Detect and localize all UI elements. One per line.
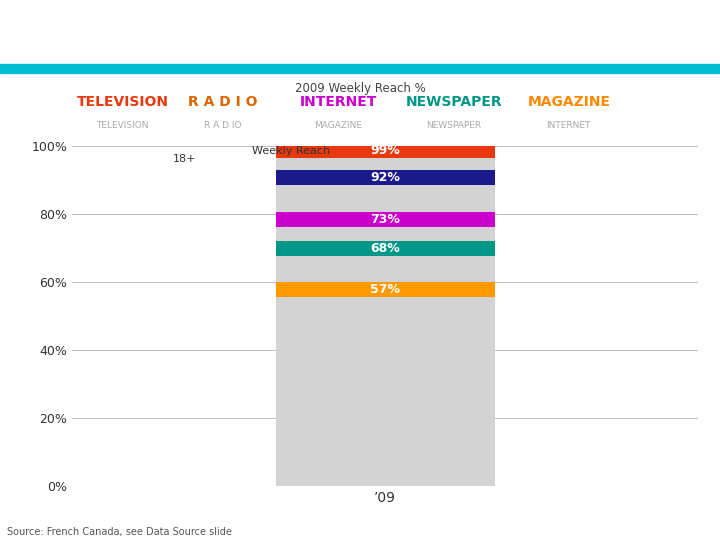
Text: R A D IO: R A D IO: [204, 121, 242, 130]
Text: INTERNET: INTERNET: [546, 121, 591, 130]
Text: 99%: 99%: [370, 144, 400, 157]
Bar: [276, 212, 495, 227]
Bar: [276, 282, 495, 297]
Text: R A D I O: R A D I O: [189, 95, 258, 109]
Text: NEWSPAPER: NEWSPAPER: [405, 95, 502, 109]
Text: NEWSPAPER: NEWSPAPER: [426, 121, 481, 130]
Bar: [276, 146, 495, 486]
Text: MAGAZINE: MAGAZINE: [315, 121, 362, 130]
Text: MAGAZINE: MAGAZINE: [527, 95, 611, 109]
Text: Source: French Canada, see Data Source slide: Source: French Canada, see Data Source s…: [7, 527, 232, 537]
Text: TELEVISION: TELEVISION: [76, 95, 168, 109]
Text: 57%: 57%: [370, 283, 400, 296]
Bar: [0, 64, 720, 73]
Bar: [276, 143, 495, 158]
Text: Examine Weekly Reach By Demographic Group.: Examine Weekly Reach By Demographic Grou…: [9, 21, 604, 40]
Bar: [276, 241, 495, 256]
Text: INTERNET: INTERNET: [300, 95, 377, 109]
Text: 73%: 73%: [370, 213, 400, 226]
Text: 92%: 92%: [370, 171, 400, 184]
Text: Weekly Reach: Weekly Reach: [252, 146, 330, 156]
Bar: [276, 170, 495, 185]
Text: 2009 Weekly Reach %: 2009 Weekly Reach %: [294, 82, 426, 94]
Text: 68%: 68%: [370, 242, 400, 255]
Text: TELEVISION: TELEVISION: [96, 121, 148, 130]
Text: 18+: 18+: [173, 154, 197, 164]
